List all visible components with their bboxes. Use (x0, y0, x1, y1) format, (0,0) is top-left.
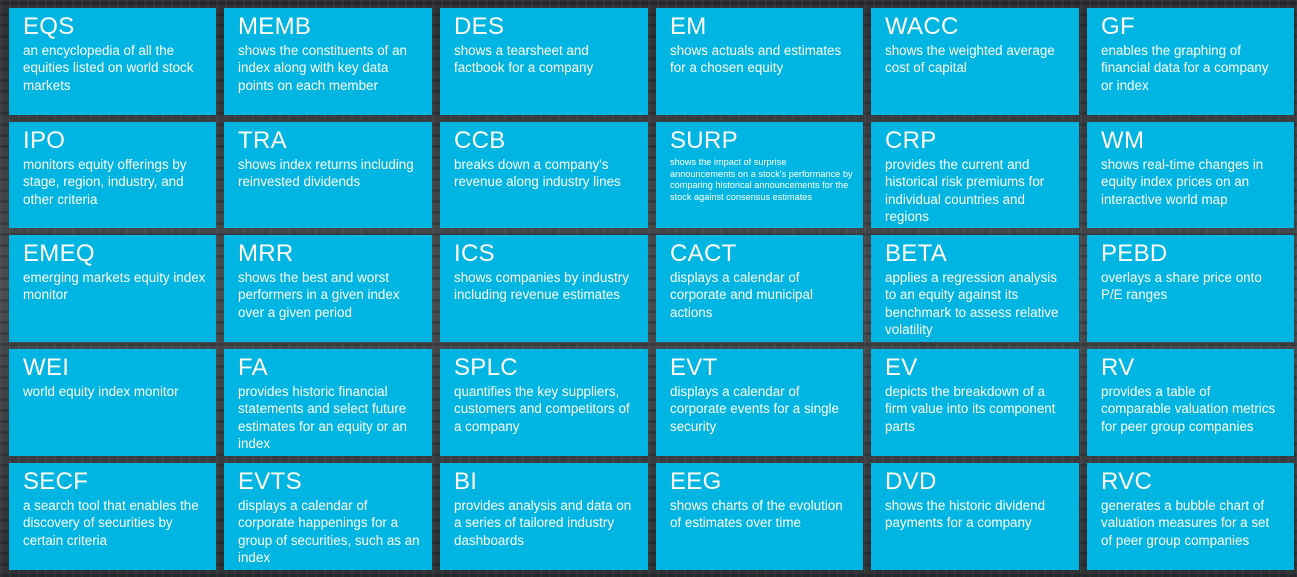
tile-dvd[interactable]: DVD shows the historic dividend payments … (871, 463, 1079, 570)
tile-description: displays a calendar of corporate and mun… (670, 270, 813, 320)
tile-description: shows a tearsheet and factbook for a com… (454, 43, 594, 76)
tile-description: applies a regression analysis to an equi… (885, 270, 1059, 337)
tile-code: SPLC (454, 354, 518, 381)
tile-code: BI (454, 468, 478, 495)
tile-eeg[interactable]: EEG shows charts of the evolution of esti… (656, 463, 863, 570)
tile-code: WEI (23, 354, 70, 381)
tile-ev[interactable]: EV depicts the breakdown of a firm value … (871, 349, 1079, 456)
tile-description: enables the graphing of financial data f… (1101, 43, 1269, 93)
tile-description: quantifies the key suppliers, customers … (454, 384, 630, 434)
tile-cact[interactable]: CACT displays a calendar of corporate and… (656, 235, 863, 342)
tile-description: world equity index monitor (23, 384, 179, 399)
tile-code: MEMB (238, 13, 312, 40)
tile-description: shows companies by industry including re… (454, 270, 629, 303)
tile-code: DES (454, 13, 505, 40)
tile-rvc[interactable]: RVC generates a bubble chart of valuation… (1087, 463, 1294, 570)
tile-description: displays a calendar of corporate happeni… (238, 498, 420, 565)
tile-code: BETA (885, 240, 948, 267)
tile-eqs[interactable]: EQS an encyclopedia of all the equities l… (9, 8, 216, 115)
tile-wei[interactable]: WEI world equity index monitor (9, 349, 216, 456)
tile-code: EMEQ (23, 240, 95, 267)
tile-evts[interactable]: EVTS displays a calendar of corporate hap… (224, 463, 432, 570)
tile-description: provides historic financial statements a… (238, 384, 407, 451)
tile-description: shows the weighted average cost of capit… (885, 43, 1055, 76)
tile-emeq[interactable]: EMEQ emerging markets equity index monito… (9, 235, 216, 342)
tile-code: DVD (885, 468, 937, 495)
tile-code: WACC (885, 13, 959, 40)
tile-code: EVTS (238, 468, 302, 495)
tile-code: EV (885, 354, 918, 381)
tile-code: RVC (1101, 468, 1153, 495)
tile-description: a search tool that enables the discovery… (23, 498, 199, 548)
tile-description: displays a calendar of corporate events … (670, 384, 839, 434)
tile-code: EEG (670, 468, 722, 495)
tile-code: EM (670, 13, 707, 40)
tile-wacc[interactable]: WACC shows the weighted average cost of c… (871, 8, 1079, 115)
tile-ccb[interactable]: CCB breaks down a company's revenue along… (440, 122, 648, 228)
tile-crp[interactable]: CRP provides the current and historical r… (871, 122, 1079, 228)
tile-code: TRA (238, 127, 287, 154)
tile-description: breaks down a company's revenue along in… (454, 157, 621, 190)
tile-description: shows actuals and estimates for a chosen… (670, 43, 842, 76)
tile-description: monitors equity offerings by stage, regi… (23, 157, 187, 207)
tile-description: depicts the breakdown of a firm value in… (885, 384, 1056, 434)
tile-memb[interactable]: MEMB shows the constituents of an index a… (224, 8, 432, 115)
tile-wm[interactable]: WM shows real-time changes in equity inde… (1087, 122, 1294, 228)
tile-ipo[interactable]: IPO monitors equity offerings by stage, r… (9, 122, 216, 228)
tile-des[interactable]: DES shows a tearsheet and factbook for a … (440, 8, 648, 115)
tile-code: IPO (23, 127, 66, 154)
tile-description: overlays a share price onto P/E ranges (1101, 270, 1262, 303)
tile-description: shows charts of the evolution of estimat… (670, 498, 843, 531)
tile-code: PEBD (1101, 240, 1168, 267)
tile-code: EVT (670, 354, 718, 381)
tile-splc[interactable]: SPLC quantifies the key suppliers, custom… (440, 349, 648, 456)
tile-code: CCB (454, 127, 506, 154)
tile-description: provides the current and historical risk… (885, 157, 1045, 224)
tile-em[interactable]: EM shows actuals and estimates for a chos… (656, 8, 863, 115)
tile-evt[interactable]: EVT displays a calendar of corporate even… (656, 349, 863, 456)
tile-description: shows the best and worst performers in a… (238, 270, 400, 320)
tile-description: shows the constituents of an index along… (238, 43, 407, 93)
tile-description: shows index returns including reinvested… (238, 157, 414, 190)
tile-description: provides a table of comparable valuation… (1101, 384, 1276, 434)
tile-description: provides analysis and data on a series o… (454, 498, 632, 548)
tile-fa[interactable]: FA provides historic financial statements… (224, 349, 432, 456)
tile-description: shows real-time changes in equity index … (1101, 157, 1264, 207)
tile-surp[interactable]: SURP shows the impact of surprise announc… (656, 122, 863, 228)
tile-code: MRR (238, 240, 294, 267)
tile-description: an encyclopedia of all the equities list… (23, 43, 194, 93)
tile-code: CACT (670, 240, 737, 267)
tile-code: WM (1101, 127, 1145, 154)
tile-pebd[interactable]: PEBD overlays a share price onto P/E rang… (1087, 235, 1294, 342)
tile-ics[interactable]: ICS shows companies by industry including… (440, 235, 648, 342)
tile-code: ICS (454, 240, 495, 267)
tile-code: EQS (23, 13, 75, 40)
tile-code: RV (1101, 354, 1135, 381)
tile-gf[interactable]: GF enables the graphing of financial data… (1087, 8, 1294, 115)
tile-code: CRP (885, 127, 937, 154)
tile-code: SURP (670, 127, 738, 154)
tile-code: GF (1101, 13, 1135, 40)
tile-description: generates a bubble chart of valuation me… (1101, 498, 1270, 548)
tile-bi[interactable]: BI provides analysis and data on a series… (440, 463, 648, 570)
tile-description: shows the impact of surprise announcemen… (670, 157, 853, 202)
tile-beta[interactable]: BETA applies a regression analysis to an … (871, 235, 1079, 342)
tile-tra[interactable]: TRA shows index returns including reinves… (224, 122, 432, 228)
tile-secf[interactable]: SECF a search tool that enables the disco… (9, 463, 216, 570)
tile-code: SECF (23, 468, 89, 495)
tile-description: emerging markets equity index monitor (23, 270, 206, 303)
tile-description: shows the historic dividend payments for… (885, 498, 1046, 531)
tile-rv[interactable]: RV provides a table of comparable valuati… (1087, 349, 1294, 456)
tile-code: FA (238, 354, 268, 381)
tile-mrr[interactable]: MRR shows the best and worst performers i… (224, 235, 432, 342)
